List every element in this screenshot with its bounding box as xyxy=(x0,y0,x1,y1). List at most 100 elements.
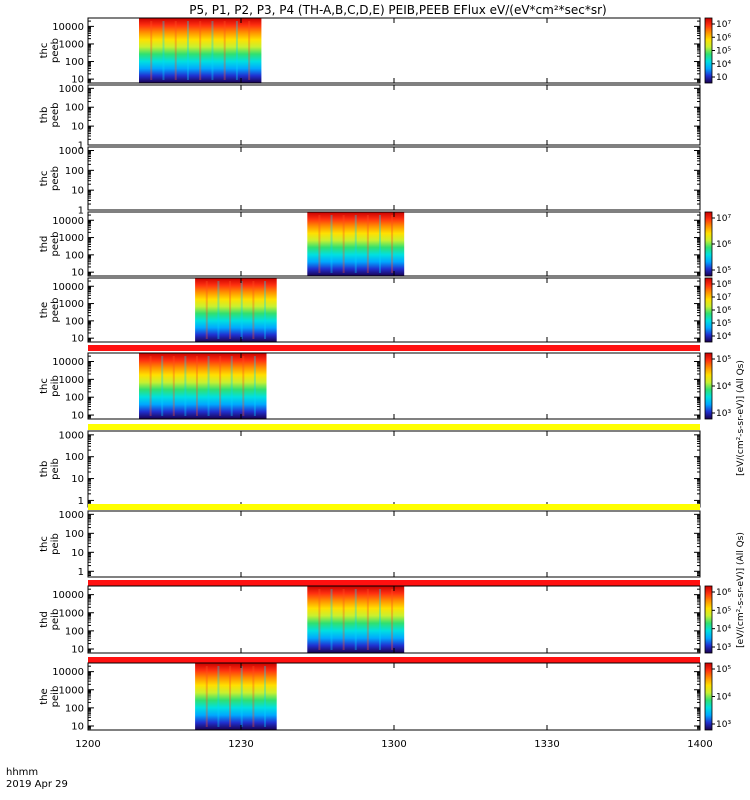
panel-thc-peeb: 10 100 1000 10000 thcpeeb 10⁳ 10⁴ 10⁵ 10⁶ 10⁷ xyxy=(39,18,731,86)
y-tick-label: 10000 xyxy=(52,22,84,33)
footer-date-label: 2019 Apr 29 xyxy=(6,779,68,790)
y-tick-label: 1 xyxy=(78,496,84,507)
colorbar-tick-label: 10⁷ xyxy=(716,20,731,30)
y-tick-label: 10 xyxy=(71,721,84,732)
y-tick-label: 1000 xyxy=(59,146,84,157)
colorbar-tick-label: 10⁴ xyxy=(716,382,731,392)
y-tick-label: 100 xyxy=(65,316,84,327)
panel-the-peib: 10 100 1000 10000 thepeib 10³ 10⁴ 10⁵ xyxy=(39,657,731,732)
panel-thd-peib: 10 100 1000 10000 thdpeib 10³ 10⁴ 10⁵ 10⁶ xyxy=(39,580,731,655)
y-tick-label: 1000 xyxy=(59,299,84,310)
y-tick-label: 100 xyxy=(65,250,84,261)
y-tick-label: 1000 xyxy=(59,39,84,50)
y-axis-label: thdpeib xyxy=(39,609,61,631)
y-axis-label: thbpeeb xyxy=(39,103,61,128)
panel-frame xyxy=(88,431,700,507)
colorbar xyxy=(705,353,712,419)
y-tick-label: 1000 xyxy=(59,375,84,386)
colorbar-tick-label: 10⁷ xyxy=(716,293,731,303)
y-tick-label: 100 xyxy=(65,103,84,114)
band-band_yellow xyxy=(88,504,700,510)
y-tick-label: 100 xyxy=(65,452,84,463)
colorbar-tick-label: 10⁳ xyxy=(716,73,728,83)
x-tick-label: 1230 xyxy=(228,739,253,750)
colorbar-tick-label: 10⁴ xyxy=(716,625,731,635)
y-tick-label: 100 xyxy=(65,57,84,68)
y-axis-label: thcpeib xyxy=(39,533,61,555)
y-axis-label: thcpeeb xyxy=(39,38,61,63)
y-tick-label: 10 xyxy=(71,268,84,279)
colorbar xyxy=(705,212,712,276)
footer-time-label: hhmm xyxy=(6,767,38,778)
y-axis-label: thepeib xyxy=(39,686,61,708)
y-tick-label: 1000 xyxy=(59,608,84,619)
colorbar xyxy=(705,586,712,653)
colorbar-label-peeb: [eV/(cm²-s-sr-eV)] (All Qs) xyxy=(736,360,746,476)
panel-thb-peeb: 1101001000thbpeeb xyxy=(39,84,700,152)
colorbar-tick-label: 10⁵ xyxy=(716,665,731,675)
band-band_red xyxy=(88,580,700,586)
colorbar xyxy=(705,663,712,730)
y-tick-label: 100 xyxy=(65,166,84,177)
colorbar-tick-label: 10⁴ xyxy=(716,332,731,342)
colorbar-tick-label: 10⁶ xyxy=(716,588,731,598)
y-tick-label: 10 xyxy=(71,474,84,485)
y-tick-label: 100 xyxy=(65,529,84,540)
x-tick-label: 1300 xyxy=(381,739,406,750)
colorbar-tick-label: 10³ xyxy=(716,409,731,419)
colorbar-tick-label: 10⁵ xyxy=(716,355,731,365)
y-tick-label: 1 xyxy=(78,567,84,578)
x-tick-label: 1330 xyxy=(534,739,559,750)
y-tick-label: 10 xyxy=(71,186,84,197)
y-tick-label: 10000 xyxy=(52,216,84,227)
band-band_red xyxy=(88,345,700,351)
y-axis-label: thcpeeb xyxy=(39,166,61,191)
y-tick-label: 10000 xyxy=(52,667,84,678)
spectrogram-figure: P5, P1, P2, P3, P4 (TH-A,B,C,D,E) PEIB,P… xyxy=(0,0,750,800)
colorbar-tick-label: 10⁵ xyxy=(716,606,731,616)
panel-thd-peeb: 10 100 1000 10000 thdpeeb 10⁵ 10⁶ 10⁷ xyxy=(39,212,731,279)
y-tick-label: 10000 xyxy=(52,357,84,368)
colorbar-tick-label: 10⁷ xyxy=(716,214,731,224)
colorbar-tick-label: 10⁶ xyxy=(716,240,731,250)
y-tick-label: 10000 xyxy=(52,590,84,601)
y-tick-label: 100 xyxy=(65,626,84,637)
panel-thb-peib: 1 10 100 1000 thbpeib xyxy=(39,424,700,507)
colorbar-tick-label: 10⁵ xyxy=(716,47,731,57)
y-tick-label: 1000 xyxy=(59,685,84,696)
y-tick-label: 100 xyxy=(65,703,84,714)
colorbar xyxy=(705,18,712,83)
y-tick-label: 1000 xyxy=(59,430,84,441)
y-tick-label: 10000 xyxy=(52,282,84,293)
colorbar xyxy=(705,278,712,342)
chart-title: P5, P1, P2, P3, P4 (TH-A,B,C,D,E) PEIB,P… xyxy=(189,3,606,17)
colorbar-tick-label: 10⁵ xyxy=(716,266,731,276)
colorbar-tick-label: 10⁵ xyxy=(716,319,731,329)
panel-frame xyxy=(88,278,700,342)
y-tick-label: 1000 xyxy=(59,233,84,244)
colorbar-tick-label: 10⁸ xyxy=(716,280,731,290)
spectrogram-block xyxy=(139,353,267,419)
panel-thc-peeb: 1 10 100 1000 thcpeeb xyxy=(39,146,700,217)
x-axis: 1200 1230 1300 1330 1400 xyxy=(75,739,712,750)
y-tick-label: 10 xyxy=(71,334,84,345)
y-tick-label: 10 xyxy=(71,644,84,655)
y-tick-label: 1000 xyxy=(59,510,84,521)
colorbar-tick-label: 10³ xyxy=(716,643,731,653)
colorbar-tick-label: 10⁴ xyxy=(716,60,731,70)
colorbar-tick-label: 10³ xyxy=(716,720,731,730)
panel-the-peeb: 10 100 1000 10000 thepeeb 10⁴ 10⁵ 10⁶ 10⁷ 10⁸ xyxy=(39,278,731,345)
x-tick-label: 1200 xyxy=(75,739,100,750)
y-tick-label: 1000 xyxy=(59,84,84,95)
panel-thc-peib: 10 100 1000 10000 thcpeib 10³ 10⁴ 10⁵ xyxy=(39,345,731,422)
band-band_red xyxy=(88,657,700,663)
colorbar-label-peib: [eV/(cm²-s-sr-eV)] (All Qs) xyxy=(736,532,746,648)
y-tick-label: 100 xyxy=(65,393,84,404)
y-tick-label: 10 xyxy=(71,411,84,422)
panel-frame xyxy=(88,511,700,577)
colorbar-tick-label: 10⁴ xyxy=(716,693,731,703)
panel-thc-peib: 1 10 100 1000 thcpeib xyxy=(39,504,700,578)
panel-frame xyxy=(88,147,700,210)
x-tick-label: 1400 xyxy=(687,739,712,750)
colorbar-tick-label: 10⁶ xyxy=(716,33,731,43)
